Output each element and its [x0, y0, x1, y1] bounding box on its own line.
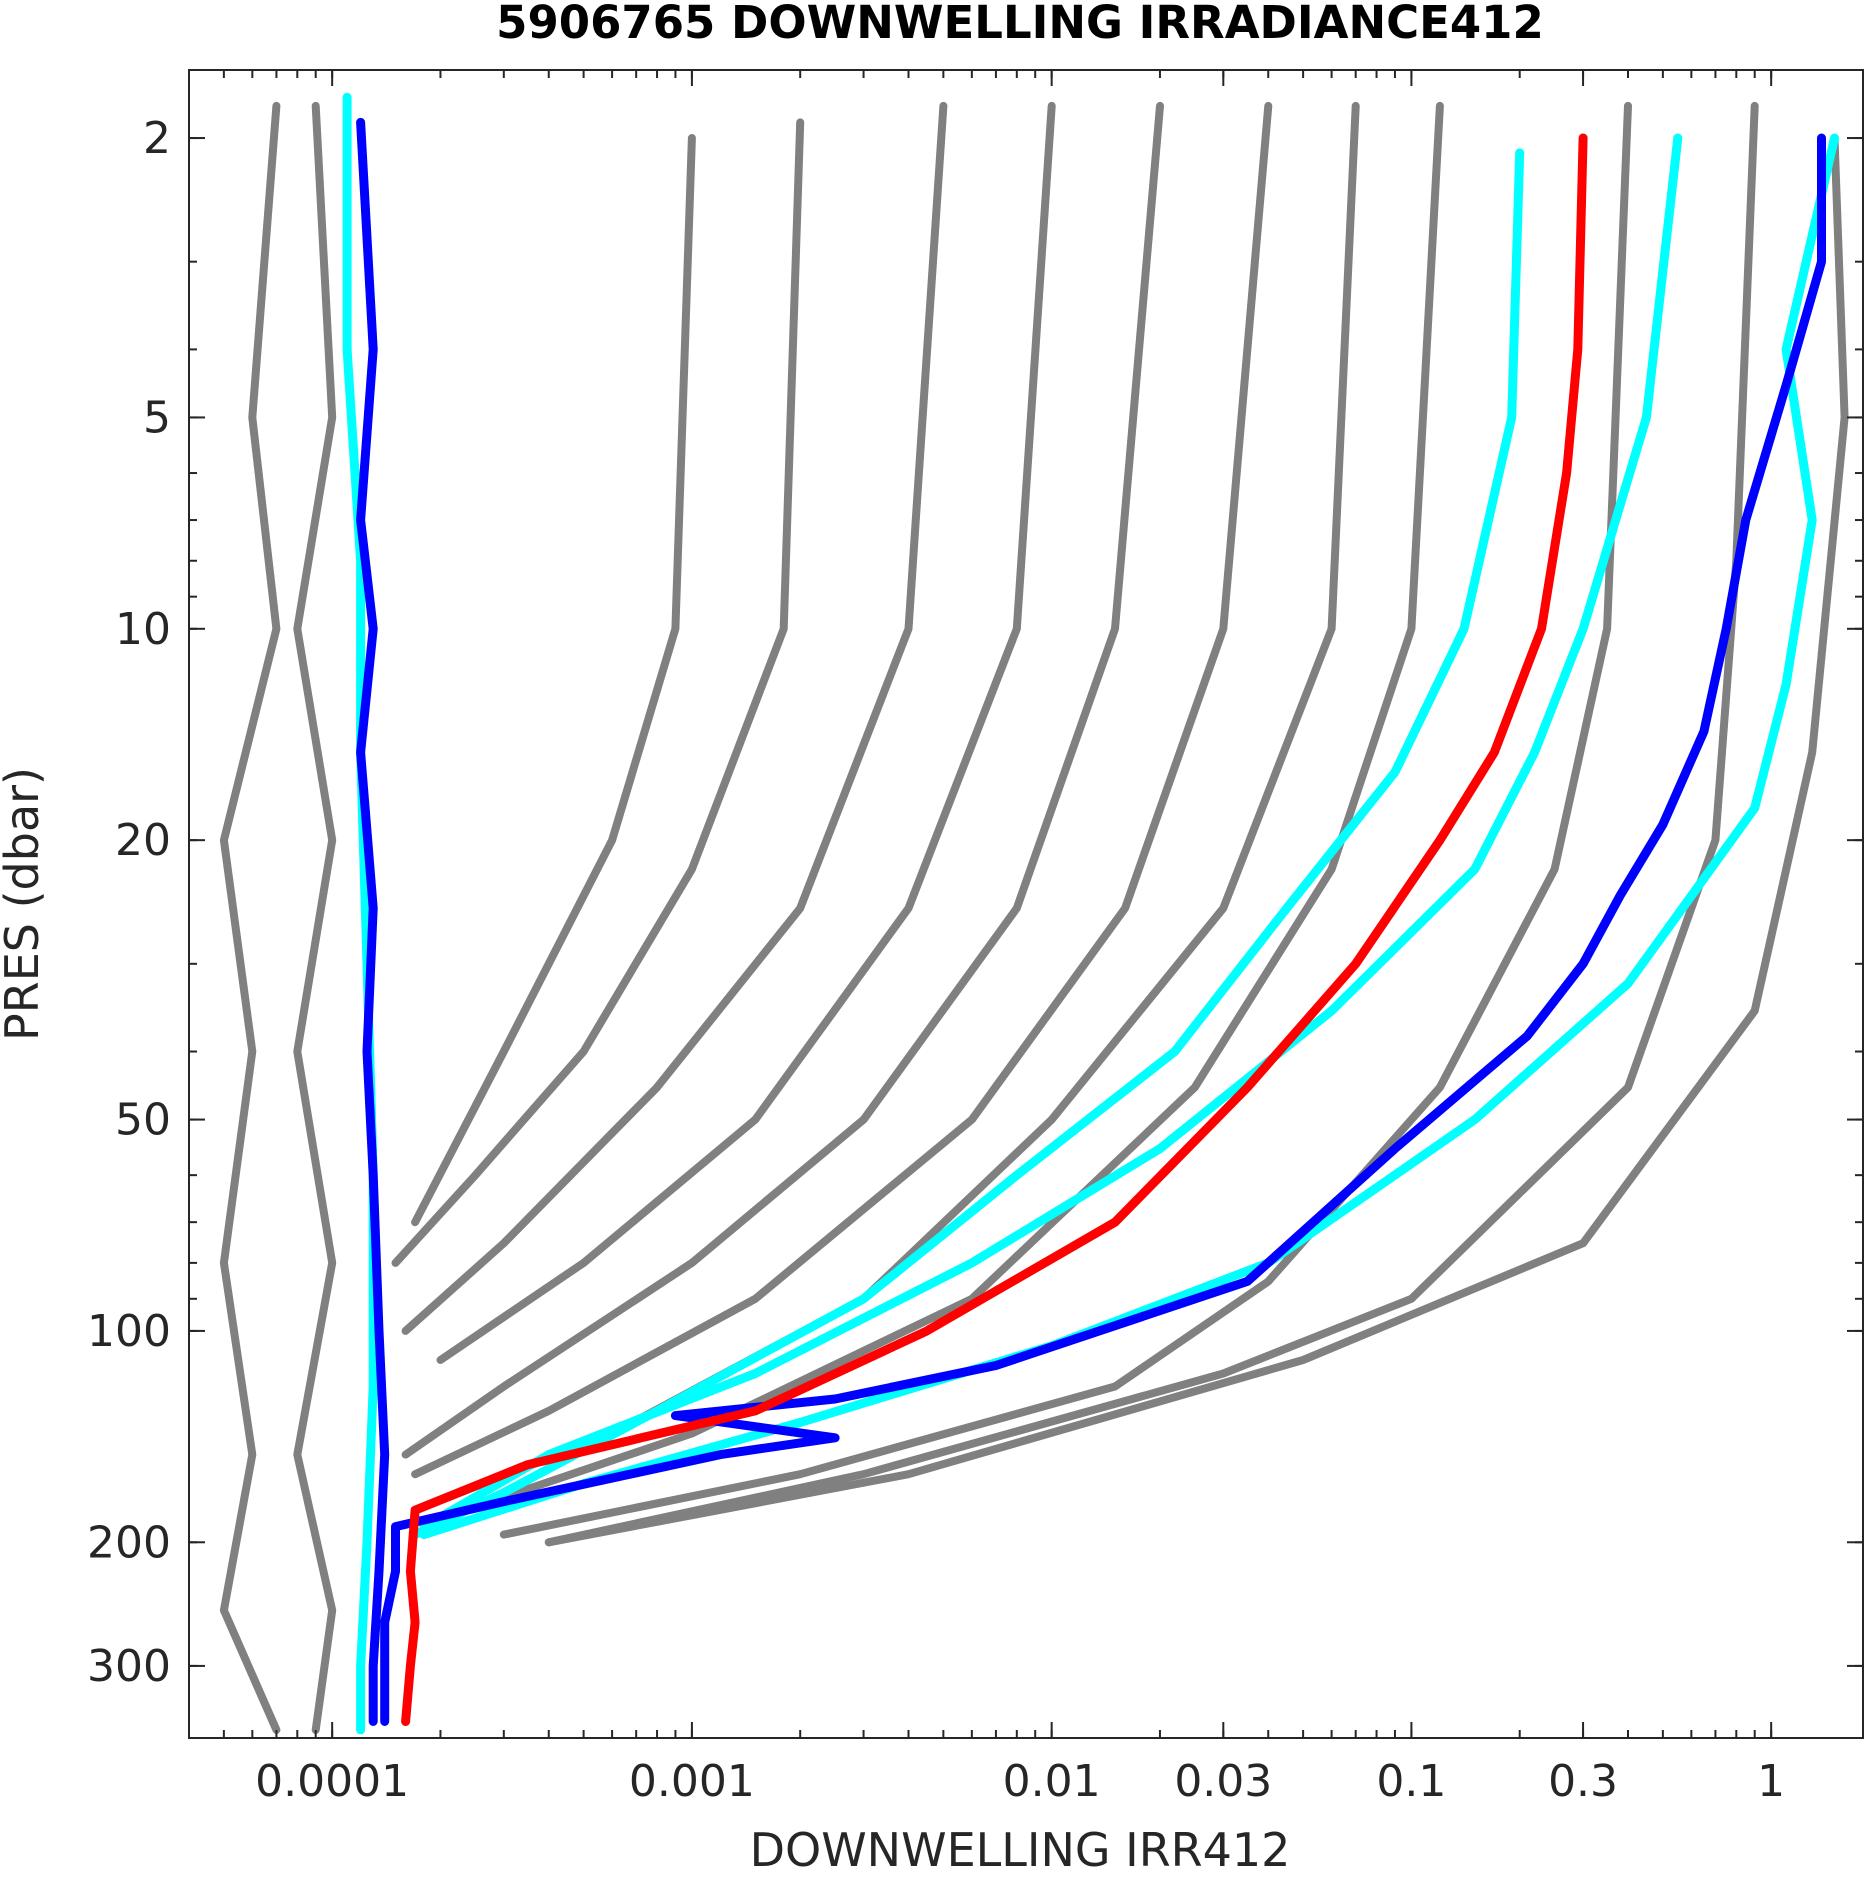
profile-line-15	[499, 101, 1632, 1539]
y-axis-label: PRES (dbar)	[0, 767, 49, 1041]
profile-line-3	[410, 148, 1525, 1540]
x-tick-label: 0.001	[629, 1756, 755, 1807]
x-tick-label: 0.1	[1376, 1756, 1446, 1807]
x-tick-label: 0.0001	[255, 1756, 409, 1807]
profile-line-1	[380, 133, 1826, 1726]
profile-line-12	[411, 101, 1273, 1479]
y-tick-label: 10	[115, 604, 171, 655]
axis-ticks: 0.0001 0.001 0.01 0.03 0.1 0.3 1 2 5 10 20 50 100 200…	[87, 70, 1863, 1807]
profile-line-5	[419, 133, 1839, 1540]
profile-line-7	[411, 134, 696, 1227]
profile-line-11	[401, 101, 1164, 1459]
y-tick-label: 200	[87, 1517, 171, 1568]
y-tick-label: 2	[143, 113, 171, 164]
profile-line-10	[436, 101, 1056, 1364]
chart-title: 5906765 DOWNWELLING IRRADIANCE412	[496, 0, 1544, 49]
profile-line-9	[401, 101, 948, 1335]
profile-line-19	[293, 101, 337, 1734]
x-tick-label: 0.3	[1548, 1756, 1618, 1807]
x-tick-label: 0.01	[1003, 1756, 1101, 1807]
profile-line-8	[391, 118, 805, 1267]
profile-line-18	[219, 101, 281, 1734]
profile-line-17	[544, 134, 1849, 1547]
profile-line-4	[419, 133, 1683, 1532]
profile-line-2	[356, 117, 390, 1726]
profile-line-14	[436, 101, 1444, 1523]
y-tick-label: 5	[143, 392, 171, 443]
profiles-layer	[219, 92, 1849, 1735]
profile-line-13	[411, 101, 1360, 1515]
x-tick-label: 1	[1757, 1756, 1785, 1807]
y-tick-label: 300	[87, 1641, 171, 1692]
y-tick-label: 100	[87, 1306, 171, 1357]
y-tick-label: 50	[115, 1095, 171, 1146]
plot-frame	[188, 69, 1864, 1739]
x-axis-label: DOWNWELLING IRR412	[750, 1823, 1291, 1877]
y-tick-label: 20	[115, 815, 171, 866]
x-tick-label: 0.03	[1174, 1756, 1272, 1807]
profile-line-0	[401, 133, 1588, 1726]
